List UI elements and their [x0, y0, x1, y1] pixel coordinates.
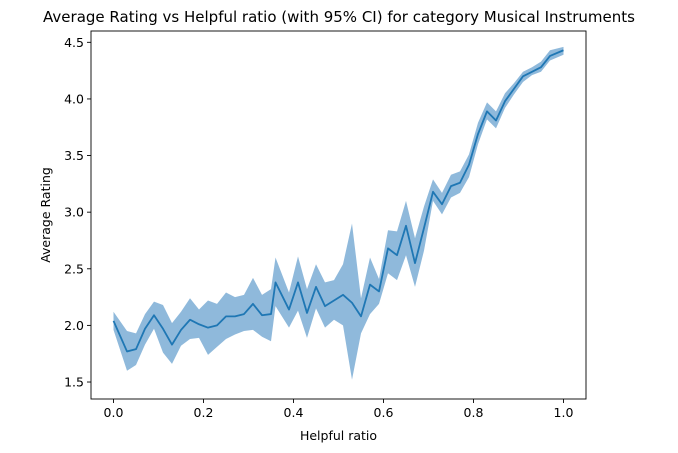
plot-area — [112, 46, 564, 380]
y-tick-label: 4.0 — [64, 91, 84, 106]
y-tick-label: 3.5 — [64, 148, 84, 163]
y-axis: 1.5 2.0 2.5 3.0 3.5 4.0 4.5 — [64, 35, 91, 390]
x-tick-label: 1.0 — [554, 405, 574, 420]
y-tick-label: 2.5 — [64, 261, 84, 276]
chart-title: Average Rating vs Helpful ratio (with 95… — [43, 8, 635, 26]
confidence-band — [113, 46, 564, 380]
y-tick-label: 4.5 — [64, 35, 84, 50]
x-tick-label: 0.6 — [374, 405, 394, 420]
average-rating-line — [112, 49, 564, 353]
x-axis-label: Helpful ratio — [300, 428, 377, 443]
axes-frame — [90, 30, 587, 400]
x-tick-label: 0.2 — [194, 405, 214, 420]
y-tick-label: 1.5 — [64, 375, 84, 390]
y-tick-label: 3.0 — [64, 205, 84, 220]
x-tick-label: 0.8 — [464, 405, 484, 420]
y-tick-label: 2.0 — [64, 318, 84, 333]
y-axis-label: Average Rating — [38, 167, 53, 263]
x-tick-label: 0.0 — [104, 405, 124, 420]
x-axis: 0.0 0.2 0.4 0.6 0.8 1.0 — [104, 399, 574, 420]
x-tick-label: 0.4 — [284, 405, 304, 420]
